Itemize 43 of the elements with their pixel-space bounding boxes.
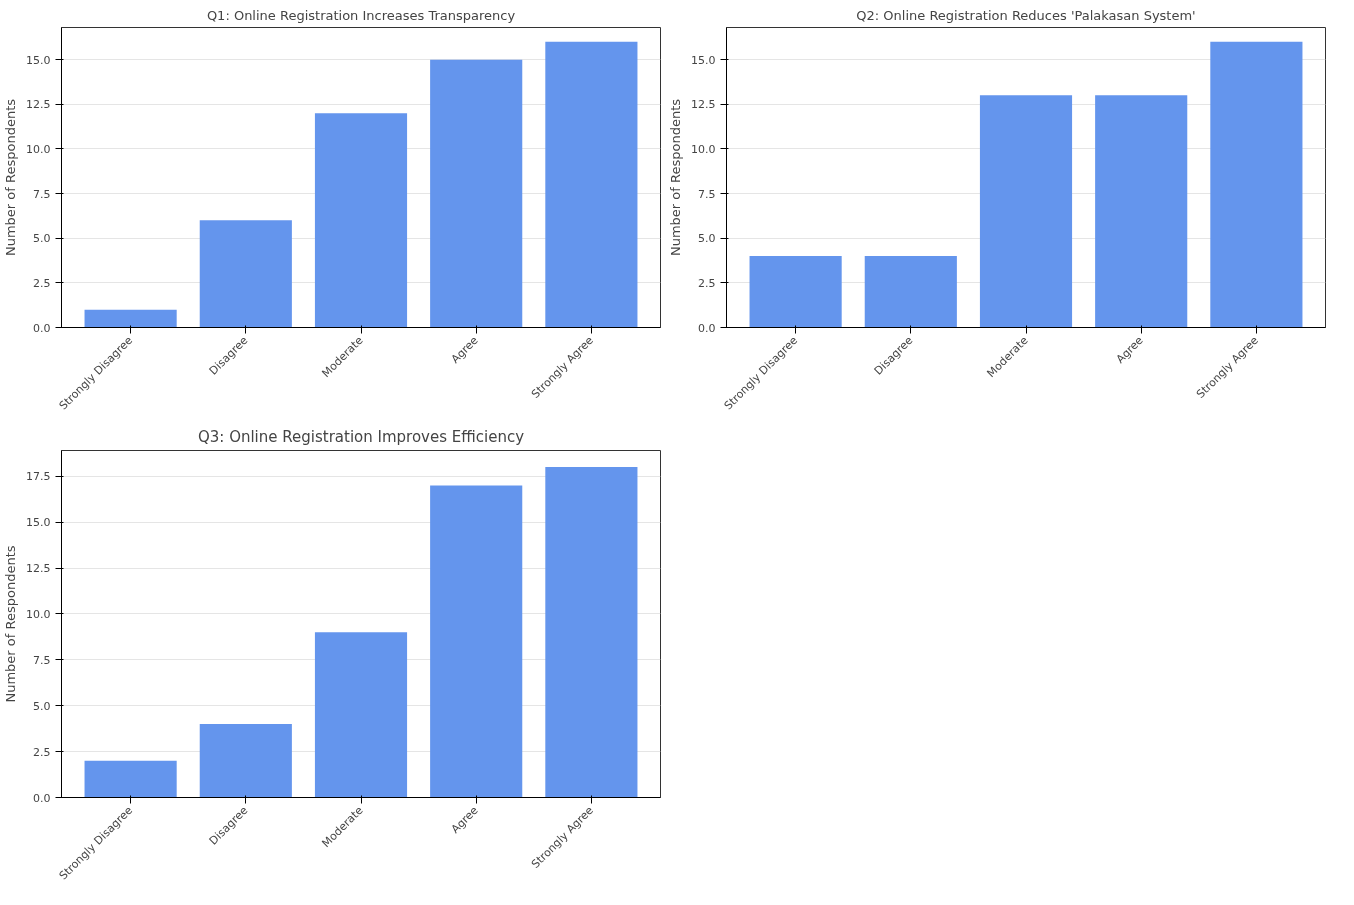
y-tick-label: 5.0 <box>698 232 716 246</box>
bar <box>1095 95 1188 328</box>
y-axis-title: Number of Respondents <box>3 545 19 703</box>
y-tick-label: 2.5 <box>698 276 716 290</box>
bar <box>979 95 1073 328</box>
bar <box>1210 41 1303 328</box>
y-tick-label: 10.0 <box>26 142 51 156</box>
y-tick-label: 12.5 <box>26 562 51 575</box>
bar <box>749 256 842 328</box>
chart-title: Q1: Online Registration Increases Transparency <box>206 7 516 23</box>
bar <box>545 467 638 798</box>
bar <box>430 59 523 328</box>
y-tick-label: 10.0 <box>691 142 716 156</box>
y-tick-label: 5.0 <box>33 232 51 246</box>
y-tick-label: 0.0 <box>33 321 51 335</box>
y-tick-label: 12.5 <box>26 98 51 112</box>
y-tick-label: 0.0 <box>698 321 716 335</box>
y-tick-label: 10.0 <box>26 607 51 621</box>
bar <box>430 485 523 798</box>
y-tick-label: 7.5 <box>698 187 716 201</box>
y-tick-label: 2.5 <box>33 745 51 759</box>
y-tick-label: 5.0 <box>33 699 51 713</box>
bar <box>84 760 177 798</box>
bar <box>314 632 408 798</box>
bar <box>84 309 177 328</box>
y-tick-label: 7.5 <box>33 653 51 667</box>
bar <box>314 113 408 328</box>
y-tick-label: 0.0 <box>33 791 51 805</box>
chart-title: Q3: Online Registration Improves Efficiency <box>197 427 525 446</box>
y-axis-title: Number of Respondents <box>3 98 19 257</box>
y-tick-label: 15.0 <box>26 53 51 67</box>
y-tick-label: 2.5 <box>33 276 51 290</box>
y-tick-label: 7.5 <box>33 187 51 201</box>
y-tick-label: 15.0 <box>26 516 51 530</box>
y-tick-label: 17.5 <box>26 470 51 484</box>
bar <box>864 256 957 328</box>
bar <box>199 724 292 798</box>
y-tick-label: 15.0 <box>691 53 716 67</box>
bar <box>199 220 292 328</box>
y-axis-title: Number of Respondents <box>668 98 684 257</box>
y-tick-label: 12.5 <box>691 98 716 112</box>
chart-title: Q2: Online Registration Reduces 'Palakasan System' <box>856 7 1196 23</box>
bar <box>545 41 638 328</box>
